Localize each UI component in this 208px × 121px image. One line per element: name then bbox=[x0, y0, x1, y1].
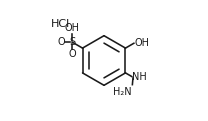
Text: HCl: HCl bbox=[51, 19, 70, 29]
Text: O: O bbox=[57, 37, 65, 47]
Text: OH: OH bbox=[134, 38, 150, 48]
Text: O: O bbox=[68, 49, 76, 59]
Text: S: S bbox=[69, 37, 75, 47]
Text: NH: NH bbox=[132, 72, 147, 82]
Text: OH: OH bbox=[64, 23, 79, 33]
Text: H₂N: H₂N bbox=[113, 87, 132, 97]
